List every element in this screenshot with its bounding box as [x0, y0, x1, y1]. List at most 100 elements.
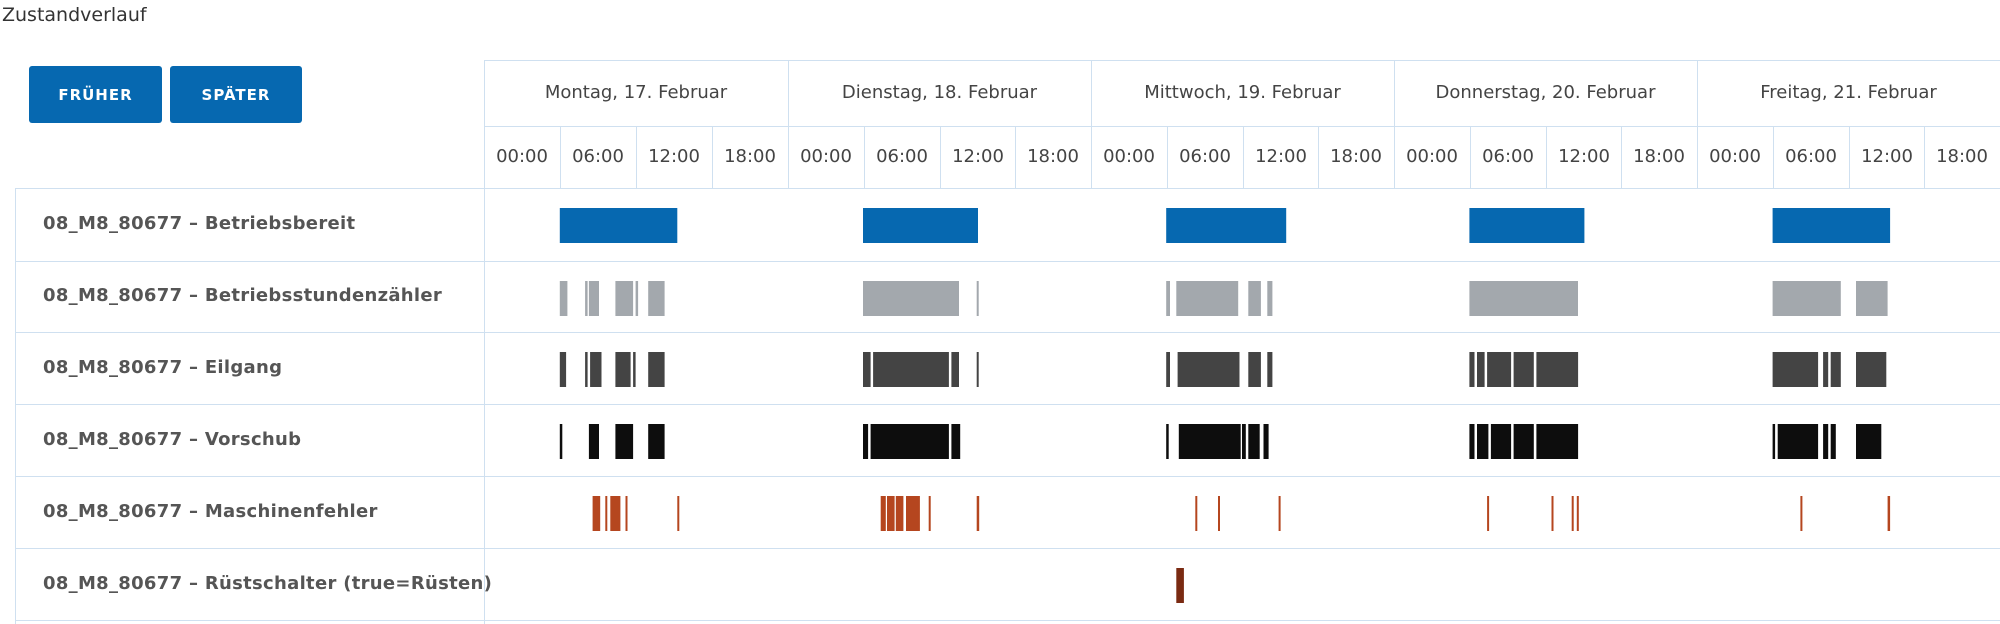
state-bar-vorschub[interactable] — [951, 424, 961, 459]
state-bar-betriebsbereit[interactable] — [1772, 208, 1891, 243]
state-bar-eilgang[interactable] — [1772, 352, 1819, 387]
state-bar-vorschub[interactable] — [870, 424, 949, 459]
hour-label: 18:00 — [1936, 146, 1988, 167]
state-bar-vorschub[interactable] — [648, 424, 665, 459]
state-bar-ruestschalter[interactable] — [1176, 568, 1184, 603]
hour-label: 06:00 — [1179, 146, 1231, 167]
state-bar-vorschub[interactable] — [559, 424, 563, 459]
state-bar-eilgang[interactable] — [863, 352, 871, 387]
state-bar-eilgang[interactable] — [633, 352, 636, 387]
later-button[interactable]: SPÄTER — [170, 66, 302, 123]
state-bar-vorschub[interactable] — [1166, 424, 1169, 459]
state-bar-eilgang[interactable] — [873, 352, 949, 387]
state-bar-eilgang[interactable] — [615, 352, 631, 387]
state-bar-betriebsstundenzaehler[interactable] — [976, 281, 979, 316]
state-bar-maschinenfehler[interactable] — [1887, 496, 1891, 531]
state-bar-betriebsstundenzaehler[interactable] — [648, 281, 665, 316]
state-bar-vorschub[interactable] — [1178, 424, 1241, 459]
state-bar-betriebsbereit[interactable] — [559, 208, 678, 243]
state-bar-eilgang[interactable] — [1513, 352, 1534, 387]
day-header: Freitag, 21. Februar — [1760, 82, 1937, 103]
state-bar-eilgang[interactable] — [1856, 352, 1887, 387]
state-bar-betriebsstundenzaehler[interactable] — [1166, 281, 1170, 316]
state-bar-betriebsstundenzaehler[interactable] — [1856, 281, 1888, 316]
state-bar-vorschub[interactable] — [1536, 424, 1579, 459]
state-bar-maschinenfehler[interactable] — [976, 496, 980, 531]
state-bar-vorschub[interactable] — [1263, 424, 1269, 459]
earlier-button[interactable]: FRÜHER — [29, 66, 162, 123]
state-bar-eilgang[interactable] — [1469, 352, 1475, 387]
state-bar-eilgang[interactable] — [1248, 352, 1261, 387]
state-bar-maschinenfehler[interactable] — [1576, 496, 1579, 531]
state-bar-betriebsstundenzaehler[interactable] — [559, 281, 568, 316]
state-bar-maschinenfehler[interactable] — [880, 496, 886, 531]
state-bar-betriebsstundenzaehler[interactable] — [1469, 281, 1578, 316]
state-bar-betriebsbereit[interactable] — [863, 208, 978, 243]
state-bar-betriebsbereit[interactable] — [1469, 208, 1585, 243]
state-bar-maschinenfehler[interactable] — [1218, 496, 1220, 531]
state-bar-maschinenfehler[interactable] — [1571, 496, 1574, 531]
state-bar-vorschub[interactable] — [1823, 424, 1829, 459]
state-bar-vorschub[interactable] — [1490, 424, 1512, 459]
state-bar-eilgang[interactable] — [1177, 352, 1240, 387]
hour-label: 00:00 — [1709, 146, 1761, 167]
state-bar-betriebsstundenzaehler[interactable] — [1176, 281, 1239, 316]
state-bar-vorschub[interactable] — [615, 424, 634, 459]
state-bar-vorschub[interactable] — [588, 424, 599, 459]
state-bar-vorschub[interactable] — [1856, 424, 1882, 459]
state-bar-eilgang[interactable] — [585, 352, 588, 387]
state-bar-betriebsstundenzaehler[interactable] — [615, 281, 634, 316]
state-bar-maschinenfehler[interactable] — [928, 496, 931, 531]
state-bar-betriebsstundenzaehler[interactable] — [635, 281, 639, 316]
state-bar-maschinenfehler[interactable] — [1195, 496, 1198, 531]
state-bar-maschinenfehler[interactable] — [610, 496, 621, 531]
state-bar-vorschub[interactable] — [1830, 424, 1836, 459]
state-bar-maschinenfehler[interactable] — [906, 496, 920, 531]
state-bar-maschinenfehler[interactable] — [625, 496, 628, 531]
row-label-maschinenfehler: 08_M8_80677 – Maschinenfehler — [43, 501, 378, 522]
state-bar-betriebsstundenzaehler[interactable] — [1248, 281, 1261, 316]
state-bar-vorschub[interactable] — [1777, 424, 1819, 459]
row-label-betriebsstundenzaehler: 08_M8_80677 – Betriebsstundenzähler — [43, 285, 443, 306]
state-bar-maschinenfehler[interactable] — [592, 496, 601, 531]
state-bar-eilgang[interactable] — [1487, 352, 1512, 387]
state-bar-maschinenfehler[interactable] — [605, 496, 608, 531]
state-bar-eilgang[interactable] — [1166, 352, 1170, 387]
state-bar-maschinenfehler[interactable] — [1551, 496, 1554, 531]
state-bar-vorschub[interactable] — [1772, 424, 1776, 459]
state-bar-eilgang[interactable] — [1823, 352, 1829, 387]
state-bar-vorschub[interactable] — [863, 424, 869, 459]
hour-label: 00:00 — [1406, 146, 1458, 167]
state-bar-eilgang[interactable] — [976, 352, 979, 387]
state-bar-eilgang[interactable] — [648, 352, 665, 387]
state-bar-eilgang[interactable] — [590, 352, 602, 387]
state-bar-eilgang[interactable] — [1477, 352, 1485, 387]
state-bar-maschinenfehler[interactable] — [677, 496, 680, 531]
state-bar-maschinenfehler[interactable] — [895, 496, 904, 531]
state-bar-eilgang[interactable] — [1267, 352, 1273, 387]
state-bar-maschinenfehler[interactable] — [1800, 496, 1803, 531]
state-bar-eilgang[interactable] — [1830, 352, 1841, 387]
state-bar-eilgang[interactable] — [1536, 352, 1579, 387]
state-bar-betriebsstundenzaehler[interactable] — [1772, 281, 1841, 316]
state-bar-maschinenfehler[interactable] — [887, 496, 895, 531]
row-label-vorschub: 08_M8_80677 – Vorschub — [43, 429, 302, 450]
hour-label: 00:00 — [496, 146, 548, 167]
state-bar-maschinenfehler[interactable] — [1278, 496, 1281, 531]
hour-label: 12:00 — [1558, 146, 1610, 167]
state-bar-vorschub[interactable] — [1513, 424, 1534, 459]
state-bar-betriebsbereit[interactable] — [1166, 208, 1287, 243]
state-bar-betriebsstundenzaehler[interactable] — [863, 281, 959, 316]
state-bar-betriebsstundenzaehler[interactable] — [1267, 281, 1273, 316]
hour-label: 00:00 — [1103, 146, 1155, 167]
state-bar-vorschub[interactable] — [1477, 424, 1489, 459]
state-bar-eilgang[interactable] — [951, 352, 959, 387]
state-bar-betriebsstundenzaehler[interactable] — [588, 281, 599, 316]
row-label-ruestschalter: 08_M8_80677 – Rüstschalter (true=Rüsten) — [43, 573, 493, 594]
state-bar-vorschub[interactable] — [1469, 424, 1475, 459]
state-bar-vorschub[interactable] — [1248, 424, 1260, 459]
state-bar-maschinenfehler[interactable] — [1487, 496, 1490, 531]
state-bar-vorschub[interactable] — [1242, 424, 1246, 459]
state-bar-betriebsstundenzaehler[interactable] — [585, 281, 588, 316]
state-bar-eilgang[interactable] — [559, 352, 567, 387]
